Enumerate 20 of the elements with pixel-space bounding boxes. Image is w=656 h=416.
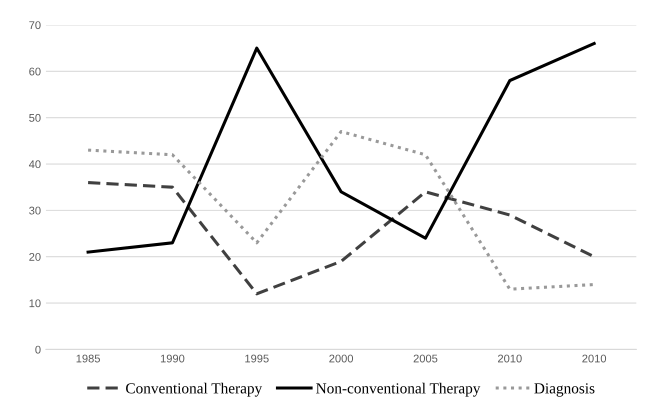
y-tick-label: 50 bbox=[29, 114, 41, 122]
y-tick-label: 60 bbox=[29, 68, 41, 76]
x-tick-label: 2005 bbox=[414, 354, 438, 362]
legend-label: Diagnosis bbox=[534, 383, 594, 397]
y-tick-label: 20 bbox=[29, 253, 41, 261]
x-tick-label: 2010 bbox=[582, 354, 606, 362]
x-tick-label: 2000 bbox=[329, 354, 354, 362]
x-tick-label: 1985 bbox=[76, 354, 100, 362]
x-tick-label: 1990 bbox=[160, 354, 184, 362]
legend-label: Conventional Therapy bbox=[126, 382, 262, 397]
y-tick-label: 0 bbox=[35, 346, 41, 354]
x-tick-label: 2010 bbox=[498, 354, 522, 362]
y-tick-label: 30 bbox=[29, 206, 41, 215]
line-series bbox=[86, 42, 596, 254]
line-series bbox=[86, 130, 596, 291]
legend-label: Non-conventional Therapy bbox=[316, 382, 480, 397]
x-tick-label: 1995 bbox=[245, 354, 269, 362]
y-tick-label: 40 bbox=[28, 160, 41, 168]
y-tick-label: 70 bbox=[29, 21, 41, 30]
y-tick-label: 10 bbox=[30, 299, 41, 308]
